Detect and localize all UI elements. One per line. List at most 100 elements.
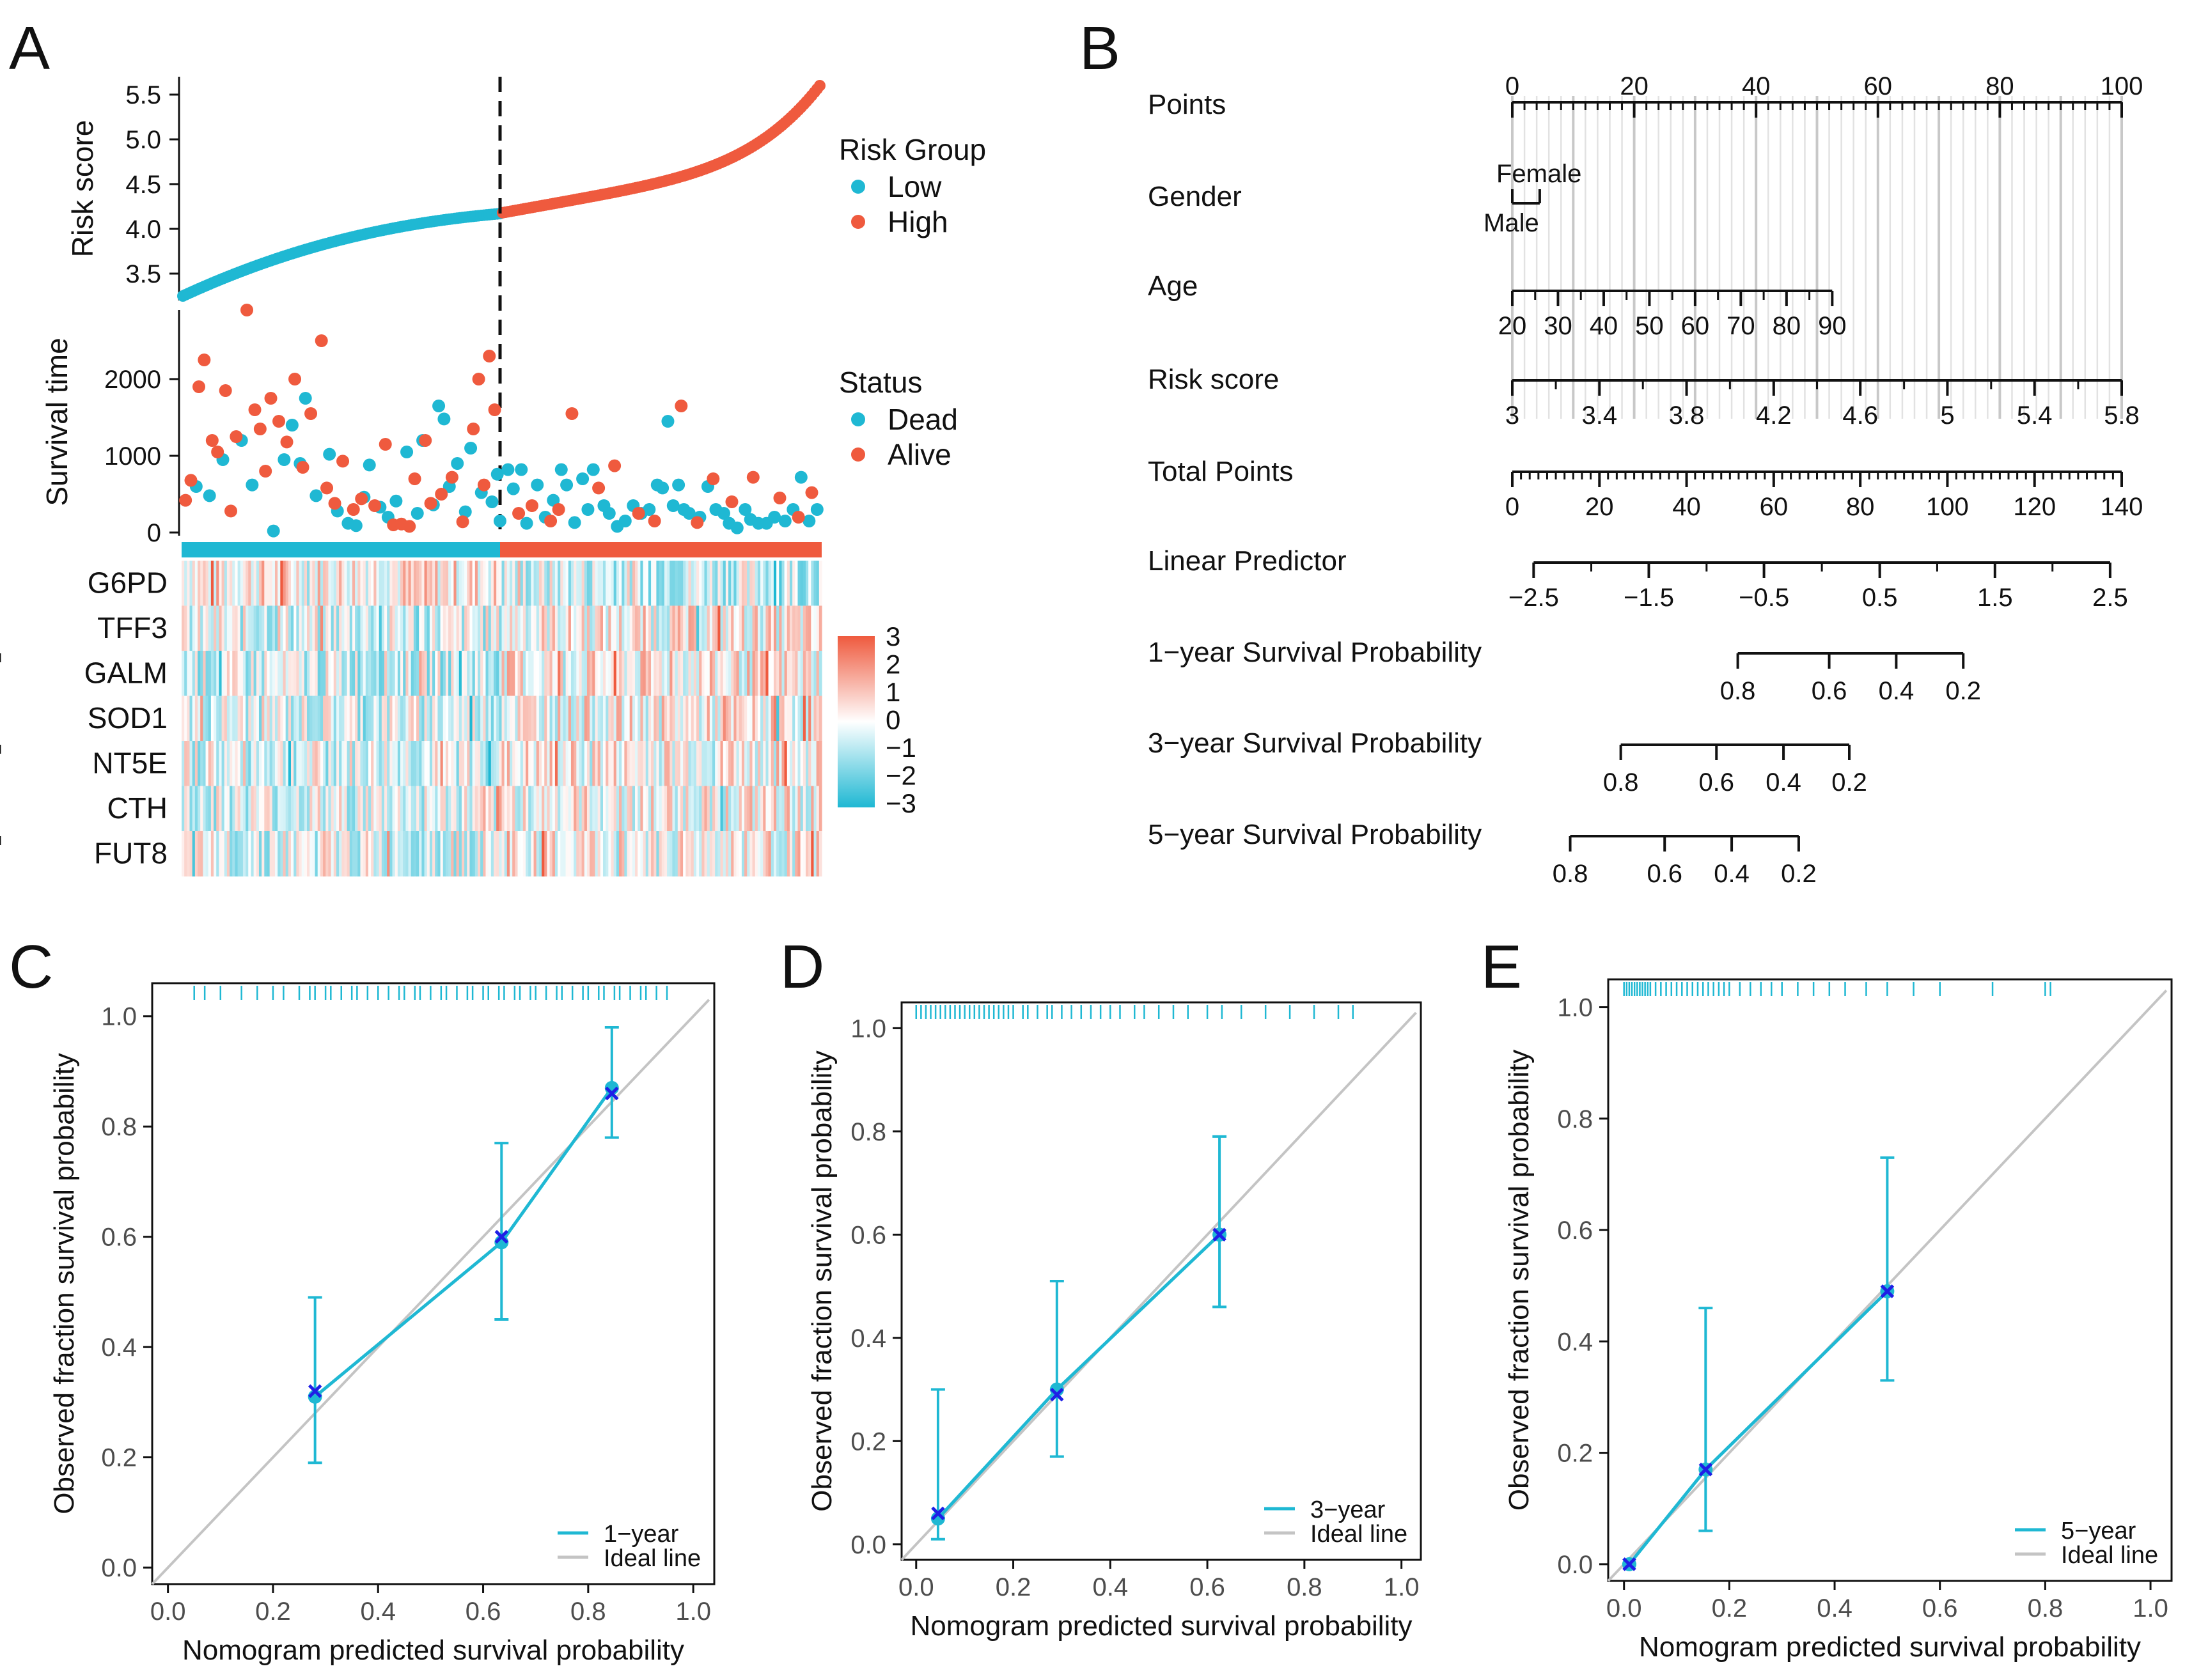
alive-point: [456, 515, 469, 529]
heatmap-cell: [458, 696, 462, 742]
gene-label: CTH: [107, 791, 168, 825]
heatmap-cell: [344, 651, 348, 697]
heatmap-cell: [536, 696, 540, 742]
heatmap-cell: [549, 561, 553, 607]
heatmap-cell: [808, 651, 811, 697]
heatmap-cell: [747, 786, 750, 832]
heatmap-cell: [312, 651, 316, 697]
heatmap-cell: [419, 741, 422, 787]
heatmap-cell: [445, 651, 449, 697]
heatmap-cell: [341, 651, 345, 697]
heatmap-cell: [411, 831, 414, 877]
heatmap-cell: [736, 696, 740, 742]
heatmap-cell: [680, 561, 684, 607]
heatmap-cell: [424, 741, 428, 787]
heatmap-cell: [235, 696, 239, 742]
heatmap-cell: [504, 831, 508, 877]
heatmap-cell: [506, 651, 510, 697]
heatmap-cell: [597, 605, 601, 651]
heatmap-cell: [520, 831, 524, 877]
heatmap-cell: [242, 831, 246, 877]
heatmap-cell: [781, 696, 785, 742]
heatmap-cell: [472, 561, 476, 607]
heatmap-cell: [661, 561, 665, 607]
heatmap-cell: [549, 651, 553, 697]
heatmap-cell: [787, 741, 790, 787]
heatmap-cell: [675, 696, 678, 742]
heatmap-cell: [267, 741, 270, 787]
legend-low-dot: [851, 180, 865, 194]
alive-point: [565, 407, 579, 420]
heatmap-cell: [616, 561, 620, 607]
heatmap-cell: [288, 561, 292, 607]
heatmap-cell: [331, 831, 334, 877]
heatmap-cell: [435, 786, 438, 832]
heatmap-cell: [648, 741, 652, 787]
dead-point: [203, 489, 216, 502]
heatmap-cell: [421, 831, 425, 877]
heatmap-cell: [616, 741, 620, 787]
heatmap-cell: [592, 605, 596, 651]
heatmap-cell: [818, 651, 822, 697]
heatmap-cell: [299, 561, 302, 607]
heatmap-cell: [467, 605, 471, 651]
heatmap-cell: [384, 741, 388, 787]
heatmap-cell: [256, 786, 260, 832]
gene-label: TFF3: [97, 611, 168, 644]
heatmap-cell: [333, 741, 337, 787]
nomogram-tick-label: 4.2: [1756, 401, 1792, 430]
heatmap-cell: [547, 561, 551, 607]
heatmap-cell: [453, 696, 457, 742]
heatmap-cell: [667, 561, 670, 607]
heatmap-cell: [792, 561, 795, 607]
heatmap-cell: [627, 651, 630, 697]
heatmap-cell: [274, 831, 278, 877]
heatmap-cell: [312, 696, 316, 742]
probability-tick-label: 0.8: [1720, 677, 1756, 705]
heatmap-cell: [533, 831, 537, 877]
heatmap-cell: [627, 605, 630, 651]
heatmap-cell: [226, 561, 230, 607]
heatmap-cell: [579, 741, 583, 787]
heatmap-cell: [352, 831, 356, 877]
dead-point: [560, 478, 574, 492]
heatmap-cell: [429, 651, 433, 697]
heatmap-cell: [469, 831, 473, 877]
heatmap-cell: [515, 786, 519, 832]
heatmap-cell: [813, 561, 817, 607]
heatmap-cell: [189, 741, 193, 787]
heatmap-cell: [581, 651, 585, 697]
heatmap-cell: [685, 831, 689, 877]
heatmap-cell: [538, 605, 542, 651]
heatmap-cell: [485, 741, 489, 787]
heatmap-cell: [235, 605, 239, 651]
heatmap-cell: [570, 696, 574, 742]
heatmap-cell: [568, 831, 572, 877]
x-tick-label: 0.8: [1287, 1573, 1322, 1601]
heatmap-cell: [688, 561, 692, 607]
heatmap-cell: [720, 605, 724, 651]
heatmap-cell: [661, 651, 665, 697]
heatmap-cell: [576, 561, 580, 607]
heatmap-cell: [320, 651, 324, 697]
heatmap-cell: [640, 741, 644, 787]
heatmap-cell: [776, 696, 779, 742]
heatmap-cell: [246, 741, 249, 787]
heatmap-cell: [248, 786, 252, 832]
heatmap-cell: [317, 696, 321, 742]
heatmap-cell: [741, 786, 745, 832]
heatmap-cell: [584, 786, 588, 832]
heatmap-cell: [805, 651, 809, 697]
heatmap-cell: [232, 605, 236, 651]
heatmap-cell: [461, 831, 465, 877]
heatmap-cell: [720, 696, 724, 742]
heatmap-cell: [224, 651, 228, 697]
heatmap-cell: [739, 831, 742, 877]
heatmap-cell: [461, 651, 465, 697]
heatmap-cell: [485, 651, 489, 697]
heatmap-cell: [510, 786, 513, 832]
heatmap-cell: [467, 561, 471, 607]
heatmap-cell: [285, 741, 289, 787]
heatmap-cell: [373, 696, 377, 742]
